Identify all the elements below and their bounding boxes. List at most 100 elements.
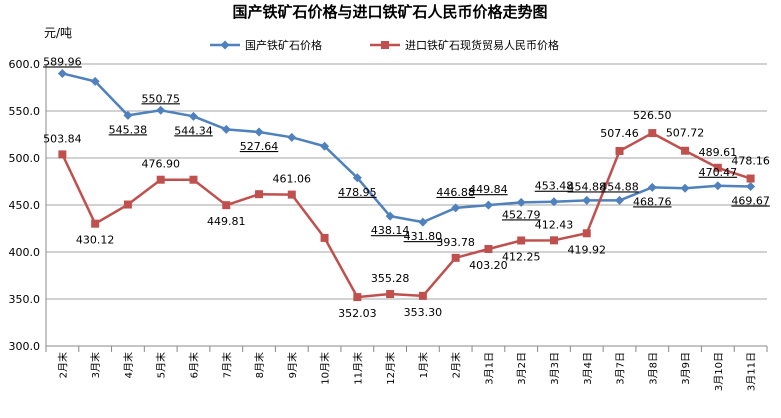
- data-point: [386, 290, 395, 299]
- data-label: 589.96: [43, 55, 82, 68]
- data-point: [156, 175, 165, 184]
- data-label: 527.64: [240, 140, 279, 153]
- chart-title: 国产铁矿石价格与进口铁矿石人民币价格走势图: [232, 3, 547, 21]
- data-label: 449.84: [469, 183, 508, 196]
- data-point: [517, 236, 526, 245]
- data-point: [648, 129, 657, 138]
- data-label: 352.03: [338, 307, 377, 320]
- data-point: [123, 110, 133, 120]
- data-point: [516, 197, 526, 207]
- x-tick-label: 11月末: [351, 352, 364, 385]
- x-tick-label: 12月末: [384, 352, 397, 385]
- data-label: 431.80: [404, 230, 443, 243]
- data-point: [582, 229, 591, 238]
- data-point: [320, 141, 330, 151]
- x-tick-label: 3月1日: [483, 352, 495, 385]
- data-label: 476.90: [141, 158, 180, 171]
- x-tick-label: 6月末: [187, 352, 200, 378]
- data-point: [90, 76, 100, 86]
- data-label: 453.48: [535, 180, 574, 193]
- data-label: 454.88: [568, 180, 607, 193]
- data-point: [484, 244, 493, 253]
- data-label: 355.28: [371, 272, 410, 285]
- y-tick-label: 600.0: [9, 58, 41, 71]
- y-tick-label: 300.0: [9, 340, 41, 353]
- data-label: 430.12: [76, 234, 115, 247]
- x-tick-label: 2月末: [56, 352, 69, 378]
- x-tick-label: 5月末: [155, 352, 168, 378]
- data-label: 403.20: [469, 259, 508, 272]
- data-point: [352, 173, 362, 183]
- data-point: [287, 190, 296, 199]
- data-point: [746, 182, 756, 192]
- data-point: [615, 195, 625, 205]
- data-point: [189, 175, 198, 184]
- data-point: [451, 203, 461, 213]
- data-point: [255, 190, 264, 199]
- x-tick-label: 3月4日: [582, 352, 594, 385]
- x-tick-label: 4月末: [122, 352, 135, 378]
- data-point: [287, 132, 297, 142]
- data-label: 446.88: [436, 186, 475, 199]
- y-tick-label: 450.0: [9, 199, 41, 212]
- data-point: [549, 197, 559, 207]
- series-layer: [57, 68, 756, 302]
- legend: 国产铁矿石价格 进口铁矿石现货贸易人民币价格: [210, 38, 559, 52]
- data-point: [222, 201, 231, 210]
- data-point: [221, 124, 231, 134]
- x-tick-label: 7月末: [220, 352, 233, 378]
- data-point: [713, 163, 722, 172]
- x-tick-label: 10月末: [319, 352, 332, 385]
- data-point: [451, 253, 460, 262]
- x-tick-label: 3月3日: [549, 352, 561, 385]
- x-tick-label: 3月末: [89, 352, 102, 378]
- x-tick-label: 2月末: [450, 352, 463, 378]
- data-label: 393.78: [436, 236, 475, 249]
- data-point: [156, 105, 166, 115]
- x-tick-label: 3月11日: [746, 352, 758, 391]
- data-label: 412.43: [535, 218, 574, 231]
- data-point: [91, 219, 100, 228]
- legend-label: 进口铁矿石现货贸易人民币价格: [405, 38, 559, 52]
- y-tick-label: 400.0: [9, 246, 41, 259]
- data-label: 544.34: [174, 124, 213, 137]
- data-point: [418, 217, 428, 227]
- data-point: [57, 68, 67, 78]
- data-label: 478.16: [731, 155, 770, 168]
- data-label: 545.38: [109, 123, 148, 136]
- y-tick-label: 500.0: [9, 152, 41, 165]
- data-label: 526.50: [633, 109, 672, 122]
- data-label: 503.84: [43, 132, 82, 145]
- data-point: [615, 146, 624, 155]
- data-point: [582, 195, 592, 205]
- data-point: [746, 174, 755, 183]
- legend-label: 国产铁矿石价格: [245, 38, 322, 52]
- data-point: [188, 111, 198, 121]
- data-label: 507.72: [666, 127, 705, 140]
- data-point: [681, 146, 690, 155]
- data-point: [254, 127, 264, 137]
- y-tick-label: 550.0: [9, 105, 41, 118]
- data-label: 468.76: [633, 195, 672, 208]
- x-tick-label: 3月8日: [647, 352, 659, 385]
- data-point: [353, 293, 362, 302]
- data-label: 507.46: [600, 127, 639, 140]
- data-label: 550.75: [141, 92, 180, 105]
- data-label: 438.14: [371, 224, 410, 237]
- x-tick-label: 3月2日: [516, 352, 528, 385]
- y-axis-unit-label: 元/吨: [44, 26, 72, 40]
- data-point: [713, 181, 723, 191]
- data-point: [483, 200, 493, 210]
- x-tick-label: 3月10日: [713, 352, 725, 391]
- data-label: 412.25: [502, 250, 541, 263]
- data-label: 461.06: [273, 173, 312, 186]
- data-label: 452.79: [502, 208, 541, 221]
- data-point: [418, 291, 427, 300]
- data-point: [549, 236, 558, 245]
- data-point: [58, 150, 67, 159]
- data-point: [320, 233, 329, 242]
- data-label: 470.47: [699, 166, 738, 179]
- data-label: 478.95: [338, 186, 377, 199]
